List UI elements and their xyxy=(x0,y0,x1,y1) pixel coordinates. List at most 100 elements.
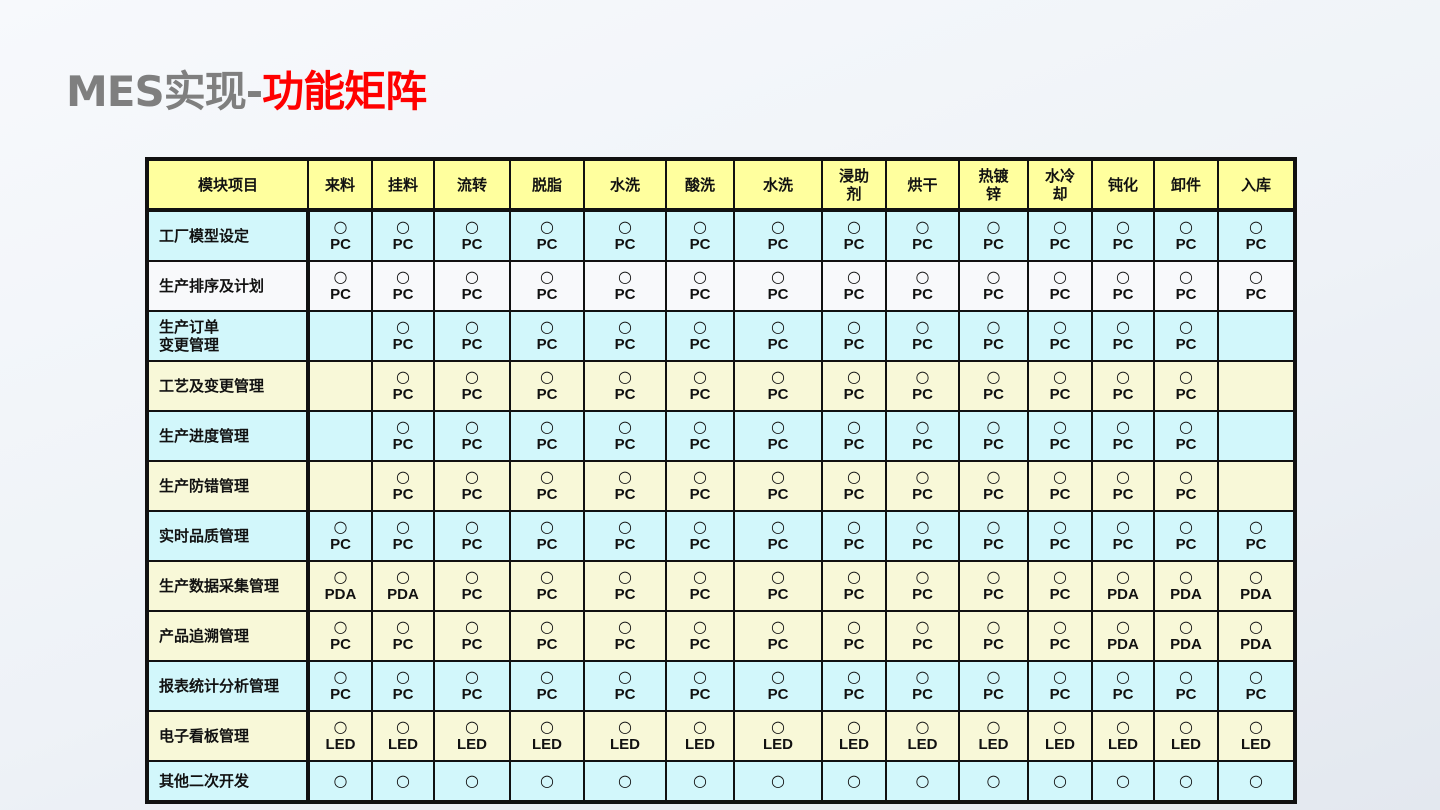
header-process: 来料 xyxy=(307,158,373,212)
device-label: PC xyxy=(767,436,789,453)
device-label: PC xyxy=(1175,486,1197,503)
circle-mark-icon: ○ xyxy=(915,367,930,386)
circle-mark-icon: ○ xyxy=(1249,771,1263,790)
circle-mark-icon: ○ xyxy=(1053,367,1067,386)
matrix-cell: ○ PC xyxy=(1027,410,1093,462)
module-name: 实时品质管理 xyxy=(146,510,310,562)
device-label: LED xyxy=(839,736,869,753)
header-label: 来料 xyxy=(324,175,355,194)
matrix-cell: ○ PDA xyxy=(1153,610,1219,662)
matrix-cell: ○ xyxy=(885,760,960,803)
matrix-cell: ○ PC xyxy=(821,209,887,262)
device-label: PC xyxy=(614,236,636,253)
circle-mark-icon: ○ xyxy=(465,217,479,236)
device-label: PC xyxy=(461,636,483,653)
matrix-cell xyxy=(307,460,373,512)
device-label: PC xyxy=(1049,486,1071,503)
matrix-cell: ○ PC xyxy=(433,660,511,712)
device-label: PDA xyxy=(1107,586,1139,603)
device-label: PC xyxy=(689,586,711,603)
matrix-cell: ○ PDA xyxy=(307,560,373,612)
device-label: PC xyxy=(1175,286,1197,303)
matrix-cell xyxy=(1217,360,1296,412)
header-process: 热镀 锌 xyxy=(958,158,1029,212)
circle-mark-icon: ○ xyxy=(771,517,785,536)
module-label: 生产数据采集管理 xyxy=(159,577,280,595)
header-label: 热镀 锌 xyxy=(978,166,1009,203)
circle-mark-icon: ○ xyxy=(1116,717,1130,736)
circle-mark-icon: ○ xyxy=(986,317,1001,336)
circle-mark-icon: ○ xyxy=(465,667,479,686)
circle-mark-icon: ○ xyxy=(618,717,632,736)
matrix-cell: ○ PC xyxy=(958,410,1029,462)
matrix-cell: ○ PC xyxy=(583,460,667,512)
matrix-cell: ○ PC xyxy=(307,209,373,262)
circle-mark-icon: ○ xyxy=(540,567,554,586)
header-process: 水冷 却 xyxy=(1027,158,1093,212)
circle-mark-icon: ○ xyxy=(771,567,785,586)
matrix-cell: ○ PDA xyxy=(1217,560,1296,612)
circle-mark-icon: ○ xyxy=(465,367,479,386)
device-label: PC xyxy=(983,286,1004,303)
device-label: PC xyxy=(1112,436,1134,453)
circle-mark-icon: ○ xyxy=(1053,517,1067,536)
matrix-cell: ○ PC xyxy=(371,360,435,412)
circle-mark-icon: ○ xyxy=(693,317,707,336)
circle-mark-icon: ○ xyxy=(1116,517,1130,536)
circle-mark-icon: ○ xyxy=(396,367,410,386)
device-label: PC xyxy=(767,536,789,553)
device-label: PC xyxy=(983,336,1004,353)
circle-mark-icon: ○ xyxy=(540,467,554,486)
circle-mark-icon: ○ xyxy=(1179,517,1193,536)
circle-mark-icon: ○ xyxy=(915,467,930,486)
device-label: PC xyxy=(983,436,1004,453)
circle-mark-icon: ○ xyxy=(540,367,554,386)
circle-mark-icon: ○ xyxy=(618,771,632,790)
table-row: 工艺及变更管理 ○ PC ○ PC ○ PC ○ PC ○ PC ○ PC ○ PC ○ PC ○ PC ○ PC ○ PC… xyxy=(146,360,1296,412)
header-label: 脱脂 xyxy=(531,175,562,194)
device-label: PC xyxy=(767,686,789,703)
matrix-cell: ○ PC xyxy=(583,560,667,612)
device-label: PC xyxy=(689,286,711,303)
header-label: 流转 xyxy=(456,175,487,194)
circle-mark-icon: ○ xyxy=(465,317,479,336)
circle-mark-icon: ○ xyxy=(986,717,1001,736)
matrix-cell: ○ LED xyxy=(885,710,960,762)
module-label: 工厂模型设定 xyxy=(159,227,250,245)
module-name: 生产数据采集管理 xyxy=(146,560,310,612)
circle-mark-icon: ○ xyxy=(396,267,410,286)
matrix-cell: ○ PC xyxy=(1027,560,1093,612)
table-row: 报表统计分析管理 ○ PC ○ PC ○ PC ○ PC ○ PC ○ PC ○ PC ○ PC ○ PC ○ PC ○ P… xyxy=(146,660,1296,712)
matrix-cell: ○ PC xyxy=(509,560,585,612)
circle-mark-icon: ○ xyxy=(771,317,785,336)
matrix-cell: ○ PC xyxy=(1153,410,1219,462)
matrix-cell: ○ PC xyxy=(433,510,511,562)
device-label: PC xyxy=(912,586,933,603)
device-label: PC xyxy=(843,636,865,653)
device-label: PDA xyxy=(387,586,419,603)
module-label: 生产订单 变更管理 xyxy=(159,318,220,354)
module-name: 生产防错管理 xyxy=(146,460,310,512)
circle-mark-icon: ○ xyxy=(771,267,785,286)
matrix-cell: ○ PC xyxy=(958,560,1029,612)
device-label: LED xyxy=(457,736,487,753)
module-label: 其他二次开发 xyxy=(159,772,250,790)
circle-mark-icon: ○ xyxy=(1116,317,1130,336)
matrix-cell: ○ PC xyxy=(433,360,511,412)
device-label: LED xyxy=(685,736,715,753)
matrix-cell: ○ PC xyxy=(509,660,585,712)
matrix-cell: ○ PC xyxy=(1153,510,1219,562)
circle-mark-icon: ○ xyxy=(465,417,479,436)
matrix-cell: ○ PC xyxy=(665,209,735,262)
circle-mark-icon: ○ xyxy=(915,217,930,236)
matrix-cell: ○ PC xyxy=(958,460,1029,512)
matrix-cell: ○ LED xyxy=(1027,710,1093,762)
circle-mark-icon: ○ xyxy=(396,417,410,436)
matrix-cell: ○ PC xyxy=(958,660,1029,712)
matrix-cell: ○ PC xyxy=(958,310,1029,362)
device-label: PC xyxy=(912,436,933,453)
circle-mark-icon: ○ xyxy=(771,667,785,686)
device-label: PC xyxy=(461,686,483,703)
device-label: PC xyxy=(843,536,865,553)
matrix-cell: ○ PC xyxy=(821,410,887,462)
